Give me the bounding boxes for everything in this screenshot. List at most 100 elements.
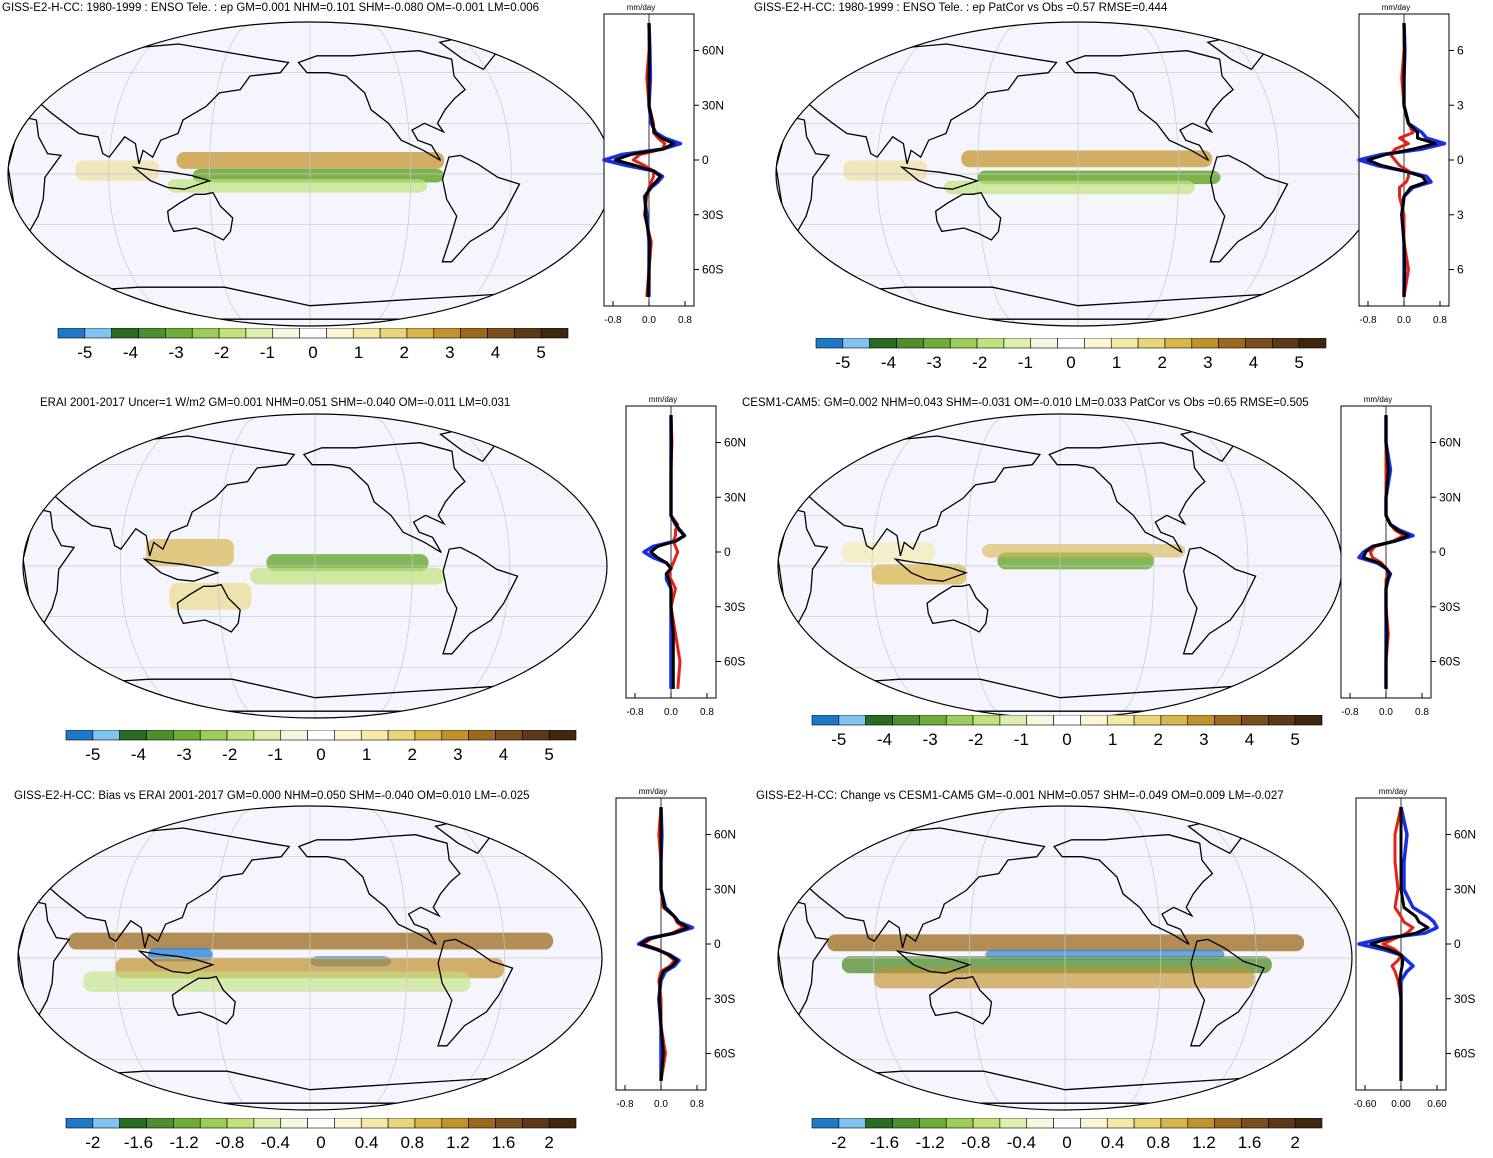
colorbar-tick-label: 1 <box>354 343 363 362</box>
zonal-unit-label: mm/day <box>1379 787 1407 796</box>
panel-p3: ERAI 2001-2017 Uncer=1 W/m2 GM=0.001 NHM… <box>0 392 750 777</box>
colorbar-cell <box>869 338 897 349</box>
longitude-gridline <box>217 414 262 718</box>
zonal-y-tick-label: 30N <box>714 882 736 896</box>
continent-north-america <box>1048 442 1206 554</box>
zonal-mean-plot: mm/day 60N 30N 0 30S 60S -0.8 0.0 0.8 <box>625 395 746 718</box>
colorbar-cell <box>1191 338 1219 349</box>
panel-title: GISS-E2-H-CC: Change vs CESM1-CAM5 GM=-0… <box>756 790 1284 802</box>
zonal-y-tick-label: 30N <box>1454 882 1476 896</box>
longitude-gridline <box>1188 22 1280 326</box>
continent-australia <box>926 583 989 633</box>
colorbar-tick-label: -5 <box>831 730 846 749</box>
colorbar-cell <box>1026 715 1054 726</box>
colorbar-cell <box>441 1118 469 1129</box>
zonal-unit-label: mm/day <box>1364 395 1392 404</box>
colorbar-cell <box>838 1118 866 1129</box>
longitude-gridline <box>1111 414 1155 718</box>
continent-australia <box>929 975 993 1025</box>
colorbar-tick-label: 3 <box>1199 730 1208 749</box>
colorbar-tick-label: 2 <box>408 745 417 764</box>
zonal-series-black <box>613 23 676 297</box>
colorbar-cell <box>138 328 166 339</box>
colorbar-cell <box>307 1118 335 1129</box>
longitude-gridline <box>368 414 413 718</box>
continent-indonesia <box>899 166 980 190</box>
anomaly-band <box>145 538 234 566</box>
colorbar-cell <box>495 1118 523 1129</box>
panel-p1: GISS-E2-H-CC: 1980-1999 : ENSO Tele. : e… <box>0 0 750 385</box>
map-border <box>22 413 608 719</box>
zonal-x-tick-label: 0.8 <box>678 315 692 326</box>
colorbar-tick-label: 5 <box>544 745 553 764</box>
colorbar-tick-label: 1.2 <box>1192 1133 1216 1152</box>
longitude-gridline <box>208 22 255 326</box>
zonal-unit-label: mm/day <box>1382 3 1410 12</box>
colorbar-tick-label: -5 <box>77 343 92 362</box>
longitude-gridline <box>873 806 960 1110</box>
continent-north-america <box>297 834 461 946</box>
colorbar-tick-label: -1.6 <box>124 1133 153 1152</box>
continent-south-america <box>437 938 514 1047</box>
colorbar-cell <box>199 1118 228 1129</box>
colorbar-cell <box>1164 338 1193 349</box>
colorbar-cell <box>360 730 389 741</box>
zonal-y-tick-label: 3 <box>1457 98 1464 112</box>
colorbar-cell <box>352 328 381 339</box>
colorbar-cell <box>1084 338 1112 349</box>
continent-north-america <box>302 442 466 554</box>
colorbar: -5 -4 -3 -2 -1 0 1 2 3 4 5 <box>65 730 577 764</box>
zonal-y-tick-label: 60N <box>702 44 724 58</box>
colorbar-tick-label: 2 <box>400 343 409 362</box>
colorbar-cell <box>865 1118 893 1129</box>
colorbar-tick-label: 1.6 <box>492 1133 516 1152</box>
colorbar-tick-label: -0.8 <box>215 1133 244 1152</box>
map <box>777 413 1343 719</box>
continent-asia <box>52 435 296 557</box>
zonal-x-tick-label: 0.0 <box>1397 315 1411 326</box>
colorbar-cell <box>999 1118 1028 1129</box>
colorbar-cell <box>919 1118 947 1129</box>
zonal-mean-plot: mm/day 6 3 0 3 6 -0.8 0.0 0.8 <box>1357 3 1464 326</box>
panel-title: GISS-E2-H-CC: 1980-1999 : ENSO Tele. : e… <box>2 2 540 14</box>
longitude-gridline <box>968 806 1013 1110</box>
colorbar-cell <box>1026 1118 1054 1129</box>
panel-p6: GISS-E2-H-CC: Change vs CESM1-CAM5 GM=-0… <box>750 784 1493 1155</box>
colorbar-tick-label: -5 <box>835 353 850 372</box>
anomaly-band <box>843 160 928 181</box>
colorbar-tick-label: 5 <box>1290 730 1299 749</box>
longitude-gridline <box>422 414 511 718</box>
colorbar-tick-label: -1 <box>260 343 275 362</box>
zonal-y-tick-label: 30S <box>702 208 723 222</box>
colorbar-cell <box>334 730 362 741</box>
colorbar-tick-label: 5 <box>536 343 545 362</box>
colorbar-tick-label: -1.2 <box>169 1133 198 1152</box>
zonal-unit-label: mm/day <box>649 395 677 404</box>
colorbar-cell <box>919 715 947 726</box>
zonal-series-black <box>1362 415 1410 689</box>
colorbar-tick-label: 0.4 <box>355 1133 379 1152</box>
panel-p4: CESM1-CAM5: GM=0.002 NHM=0.043 SHM=-0.03… <box>742 392 1493 777</box>
colorbar-cell <box>1272 338 1300 349</box>
colorbar-tick-label: -1 <box>1014 730 1029 749</box>
colorbar-tick-label: -5 <box>85 745 100 764</box>
colorbar-tick-label: 3 <box>445 343 454 362</box>
zonal-y-tick-label: 60S <box>1454 1047 1475 1061</box>
colorbar-cell <box>892 1118 920 1129</box>
colorbar-cell <box>949 338 978 349</box>
colorbar-tick-label: 1.2 <box>446 1133 470 1152</box>
zonal-x-tick-label: -0.8 <box>604 315 622 326</box>
colorbar-cell <box>1214 1118 1242 1129</box>
continent-asia <box>806 435 1042 557</box>
colorbar-tick-label: 0 <box>1062 1133 1071 1152</box>
anomaly-band <box>982 544 1186 558</box>
zonal-y-tick-label: 6 <box>1457 263 1464 277</box>
colorbar-cell <box>460 328 488 339</box>
colorbar-cell <box>1245 338 1273 349</box>
colorbar-cell <box>111 328 139 339</box>
zonal-x-tick-label: 0.0 <box>664 707 678 718</box>
colorbar-cell <box>972 715 1001 726</box>
colorbar-cell <box>1003 338 1032 349</box>
zonal-y-tick-label: 60S <box>702 263 723 277</box>
zonal-y-tick-label: 0 <box>702 153 709 167</box>
